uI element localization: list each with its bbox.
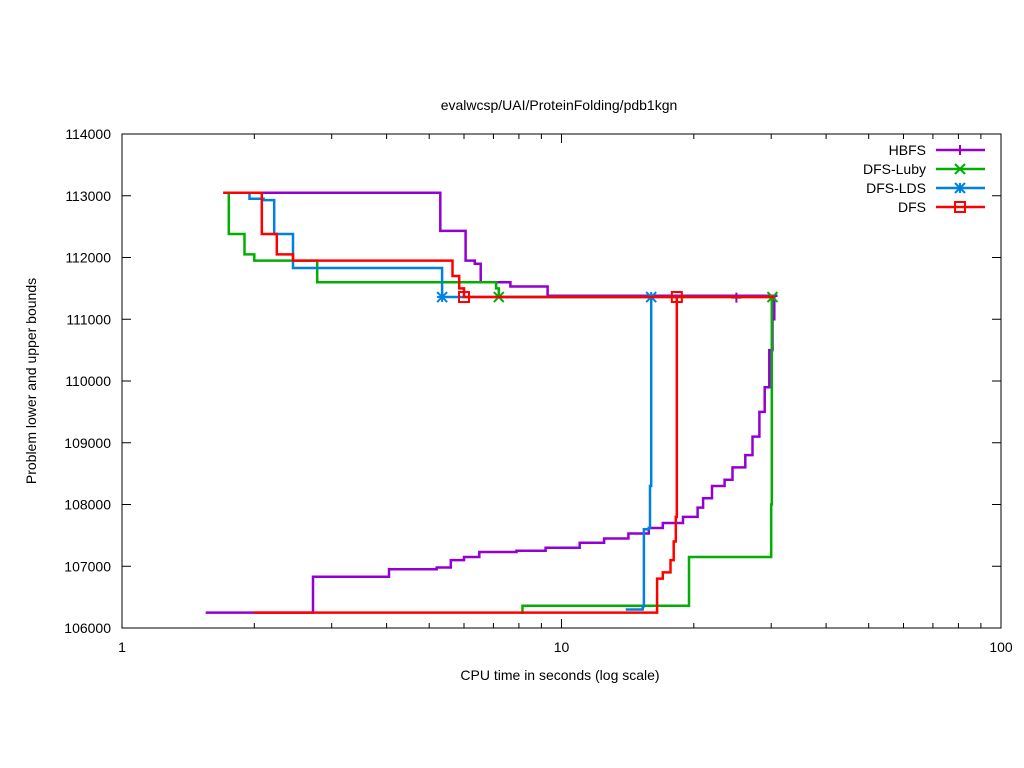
legend-label-dfs-luby: DFS-Luby	[863, 161, 926, 177]
chart-title: evalwcsp/UAI/ProteinFolding/pdb1kgn	[441, 97, 678, 113]
legend-label-dfs: DFS	[898, 199, 926, 215]
legend-label-dfs-lds: DFS-LDS	[866, 180, 926, 196]
series-dfs-lds-upper-bound	[223, 191, 654, 299]
y-tick-label: 112000	[65, 250, 111, 266]
plot-frame	[121, 133, 1002, 629]
y-tick-label: 108000	[64, 497, 111, 513]
series-group	[205, 191, 779, 614]
series-dfs-lds-marker	[436, 291, 448, 303]
y-tick-label: 106000	[64, 620, 111, 636]
series-dfs-luby-lower-bound	[521, 297, 774, 614]
legend-marker-hbfs	[955, 145, 965, 155]
x-axis-ticks: 1 10 100	[118, 134, 1013, 655]
x-tick-label: 100	[989, 639, 1013, 655]
series-dfs-marker	[670, 291, 683, 304]
y-axis-label: Problem lower and upper bounds	[23, 278, 39, 484]
legend-label-hbfs: HBFS	[889, 142, 926, 158]
y-axis-ticks: 106000 107000 108000 109000 110000 111000 1120…	[64, 126, 1001, 636]
series-hbfs-upper-bound	[223, 191, 778, 298]
y-tick-label: 110000	[65, 373, 111, 389]
series-hbfs-lower-bound	[205, 295, 776, 614]
legend-marker-dfs-luby	[954, 163, 966, 175]
y-tick-label: 107000	[64, 558, 111, 574]
y-tick-label: 113000	[65, 188, 111, 204]
legend-marker-dfs-lds	[954, 182, 966, 194]
legend: HBFS DFS-Luby DFS-LDS DFS	[863, 142, 985, 215]
series-dfs-lower-bound	[254, 297, 679, 614]
series-dfs-marker	[457, 291, 470, 304]
series-dfs-lds-lower-bound	[625, 297, 653, 611]
series-dfs-upper-bound	[223, 191, 775, 299]
legend-marker-dfs	[954, 201, 966, 213]
y-tick-label: 114000	[65, 126, 111, 142]
y-tick-label: 111000	[66, 311, 111, 327]
x-tick-label: 1	[118, 639, 126, 655]
x-axis-label: CPU time in seconds (log scale)	[460, 667, 659, 683]
y-tick-label: 109000	[64, 435, 111, 451]
x-tick-label: 10	[554, 639, 570, 655]
